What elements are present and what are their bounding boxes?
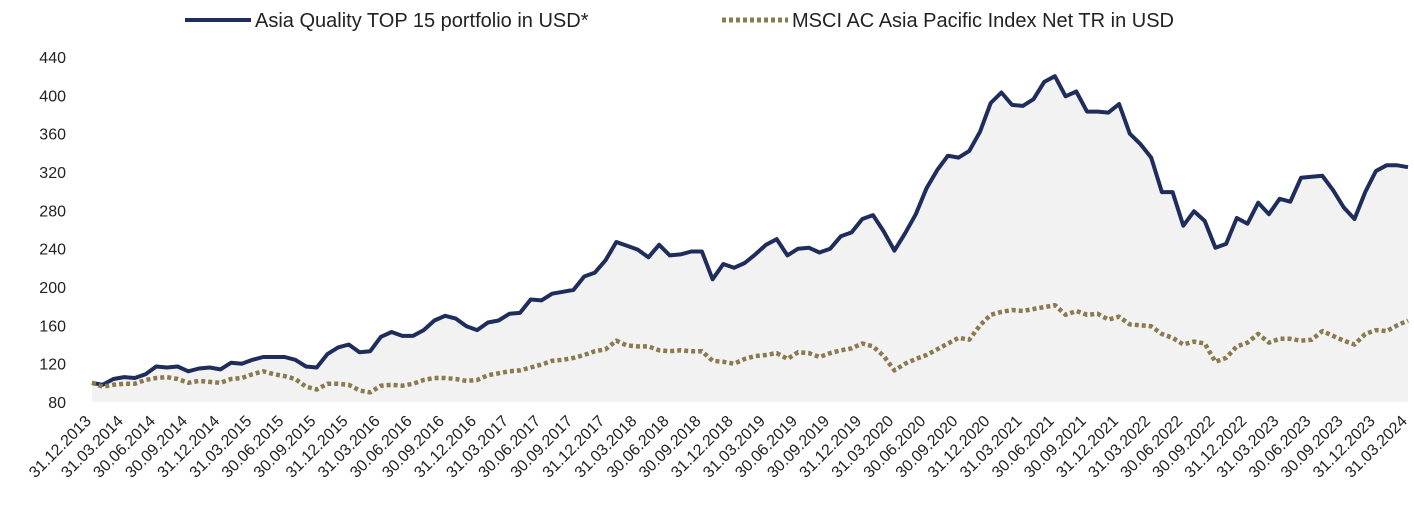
y-tick-label: 280 <box>39 203 66 220</box>
y-tick-label: 80 <box>48 395 66 412</box>
series-line <box>91 74 1409 387</box>
y-tick-label: 440 <box>39 50 66 67</box>
y-tick-label: 400 <box>39 88 66 105</box>
y-tick-label: 320 <box>39 165 66 182</box>
legend-label: MSCI AC Asia Pacific Index Net TR in USD <box>792 10 1174 32</box>
y-tick-label: 360 <box>39 127 66 144</box>
y-tick-label: 120 <box>39 357 66 374</box>
area-fill <box>92 76 1408 402</box>
y-tick-label: 240 <box>39 242 66 259</box>
y-tick-label: 200 <box>39 280 66 297</box>
legend-label: Asia Quality TOP 15 portfolio in USD* <box>255 10 589 32</box>
series-line <box>91 302 1409 395</box>
y-tick-label: 160 <box>39 318 66 335</box>
